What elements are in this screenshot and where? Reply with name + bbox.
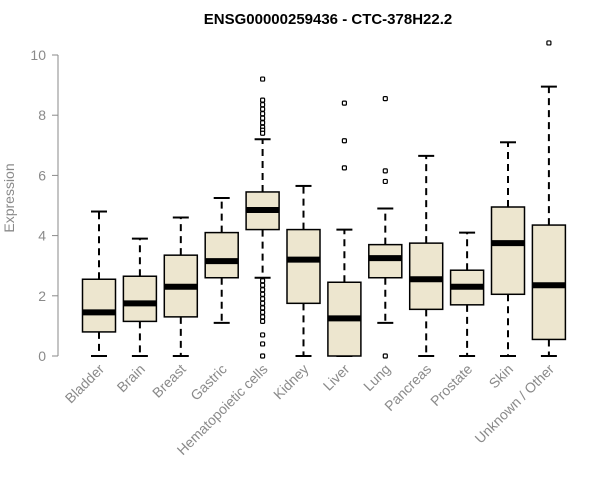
box-hematopoietic-cells: [245, 76, 280, 359]
outlier-point: [341, 100, 347, 106]
outlier-point: [260, 341, 266, 347]
y-axis-label: Expression: [1, 163, 17, 232]
box-prostate: [449, 231, 485, 357]
y-axis: 0 2 4 6 8 10: [30, 47, 59, 364]
iqr-box: [122, 275, 158, 323]
x-tick-label: Breast: [149, 361, 189, 401]
outlier-point: [382, 178, 388, 185]
outlier-point: [260, 353, 266, 359]
outlier-point: [260, 278, 266, 284]
outlier-point: [260, 305, 266, 311]
outlier-point: [260, 300, 266, 306]
iqr-box: [368, 243, 403, 279]
box-breast: [163, 216, 199, 357]
outlier-point: [260, 120, 266, 126]
box-skin: [490, 141, 526, 357]
outlier-point: [260, 97, 266, 103]
iqr-box: [531, 224, 567, 341]
outlier-point: [546, 40, 552, 46]
y-tick-label: 0: [38, 348, 46, 364]
box-kidney: [286, 184, 321, 357]
outlier-point: [382, 168, 388, 174]
iqr-box: [204, 231, 239, 279]
outlier-point: [260, 76, 266, 82]
chart-title: ENSG00000259436 - CTC-378H22.2: [204, 11, 452, 28]
outlier-point: [260, 318, 266, 324]
outlier-point: [260, 282, 266, 288]
x-tick-label: Brain: [114, 361, 148, 395]
box-brain: [122, 237, 158, 357]
box-lung: [368, 96, 403, 359]
outlier-point: [260, 309, 266, 315]
x-tick-label: Prostate: [427, 361, 475, 409]
iqr-box: [408, 242, 444, 311]
outlier-point: [260, 102, 266, 108]
box-unknown-other: [531, 40, 567, 357]
iqr-box: [286, 228, 321, 305]
x-tick-label: Liver: [320, 361, 353, 394]
outlier-point: [260, 130, 266, 136]
box-gastric: [204, 196, 239, 324]
y-tick-label: 2: [38, 288, 46, 304]
iqr-box: [81, 278, 117, 333]
outlier-point: [260, 291, 266, 297]
outlier-point: [382, 353, 388, 359]
iqr-box: [490, 206, 526, 296]
box-pancreas: [408, 154, 444, 357]
y-tick-label: 8: [38, 107, 46, 123]
y-tick-label: 4: [38, 228, 46, 244]
outlier-point: [260, 287, 266, 293]
x-tick-label: Skin: [486, 361, 517, 392]
x-tick-label: Bladder: [62, 361, 108, 407]
outlier-point: [260, 296, 266, 302]
outlier-point: [341, 138, 347, 144]
x-tick-label: Lung: [360, 361, 393, 394]
outlier-point: [260, 106, 266, 112]
y-tick-label: 6: [38, 167, 46, 183]
outlier-point: [260, 115, 266, 121]
box-liver: [327, 100, 362, 357]
outlier-point: [341, 165, 347, 171]
outlier-point: [260, 332, 266, 338]
box-bladder: [81, 210, 117, 357]
y-tick-label: 10: [30, 47, 46, 63]
boxes-layer: [81, 40, 567, 359]
outlier-point: [260, 111, 266, 117]
outlier-point: [382, 96, 388, 102]
x-tick-label: Kidney: [270, 361, 312, 403]
outlier-point: [260, 314, 266, 320]
